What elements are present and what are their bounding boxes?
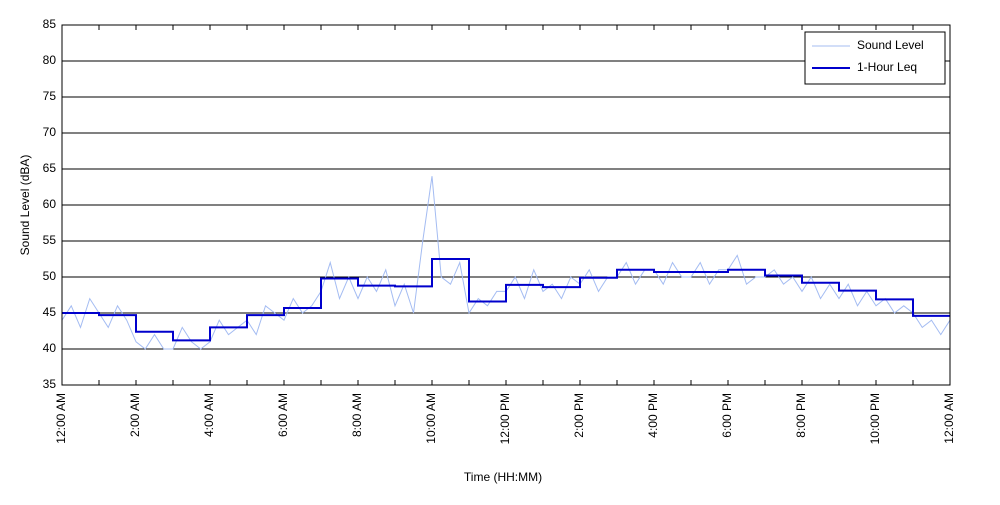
x-tick-label: 6:00 PM: [720, 393, 734, 438]
y-tick-label: 60: [43, 197, 57, 211]
y-tick-label: 40: [43, 341, 57, 355]
x-tick-label: 12:00 AM: [942, 393, 956, 444]
legend-box: [804, 31, 946, 85]
x-tick-label: 8:00 AM: [350, 393, 364, 437]
x-tick-label: 12:00 AM: [54, 393, 68, 444]
leq-line: [62, 258, 950, 342]
y-tick-label: 85: [43, 17, 57, 31]
x-tick-label: 4:00 AM: [202, 393, 216, 437]
y-tick-label: 70: [43, 125, 57, 139]
x-tick-label: 6:00 AM: [276, 393, 290, 437]
x-tick-label: 10:00 AM: [424, 393, 438, 444]
x-tick-label: 2:00 PM: [572, 393, 586, 438]
y-tick-label: 35: [43, 377, 57, 391]
legend-label: 1-Hour Leq: [857, 60, 917, 74]
y-tick-label: 50: [43, 269, 57, 283]
y-axis-label: Sound Level (dBA): [18, 155, 32, 256]
x-tick-label: 4:00 PM: [646, 393, 660, 438]
plot-frame: [61, 24, 951, 386]
x-tick-label: 10:00 PM: [868, 393, 882, 444]
legend-label: Sound Level: [857, 38, 924, 52]
y-tick-label: 65: [43, 161, 57, 175]
y-tick-label: 80: [43, 53, 57, 67]
x-axis-label: Time (HH:MM): [464, 470, 542, 484]
y-tick-label: 75: [43, 89, 57, 103]
x-tick-label: 2:00 AM: [128, 393, 142, 437]
y-tick-label: 45: [43, 305, 57, 319]
y-tick-label: 55: [43, 233, 57, 247]
x-tick-label: 12:00 PM: [498, 393, 512, 444]
x-tick-label: 8:00 PM: [794, 393, 808, 438]
